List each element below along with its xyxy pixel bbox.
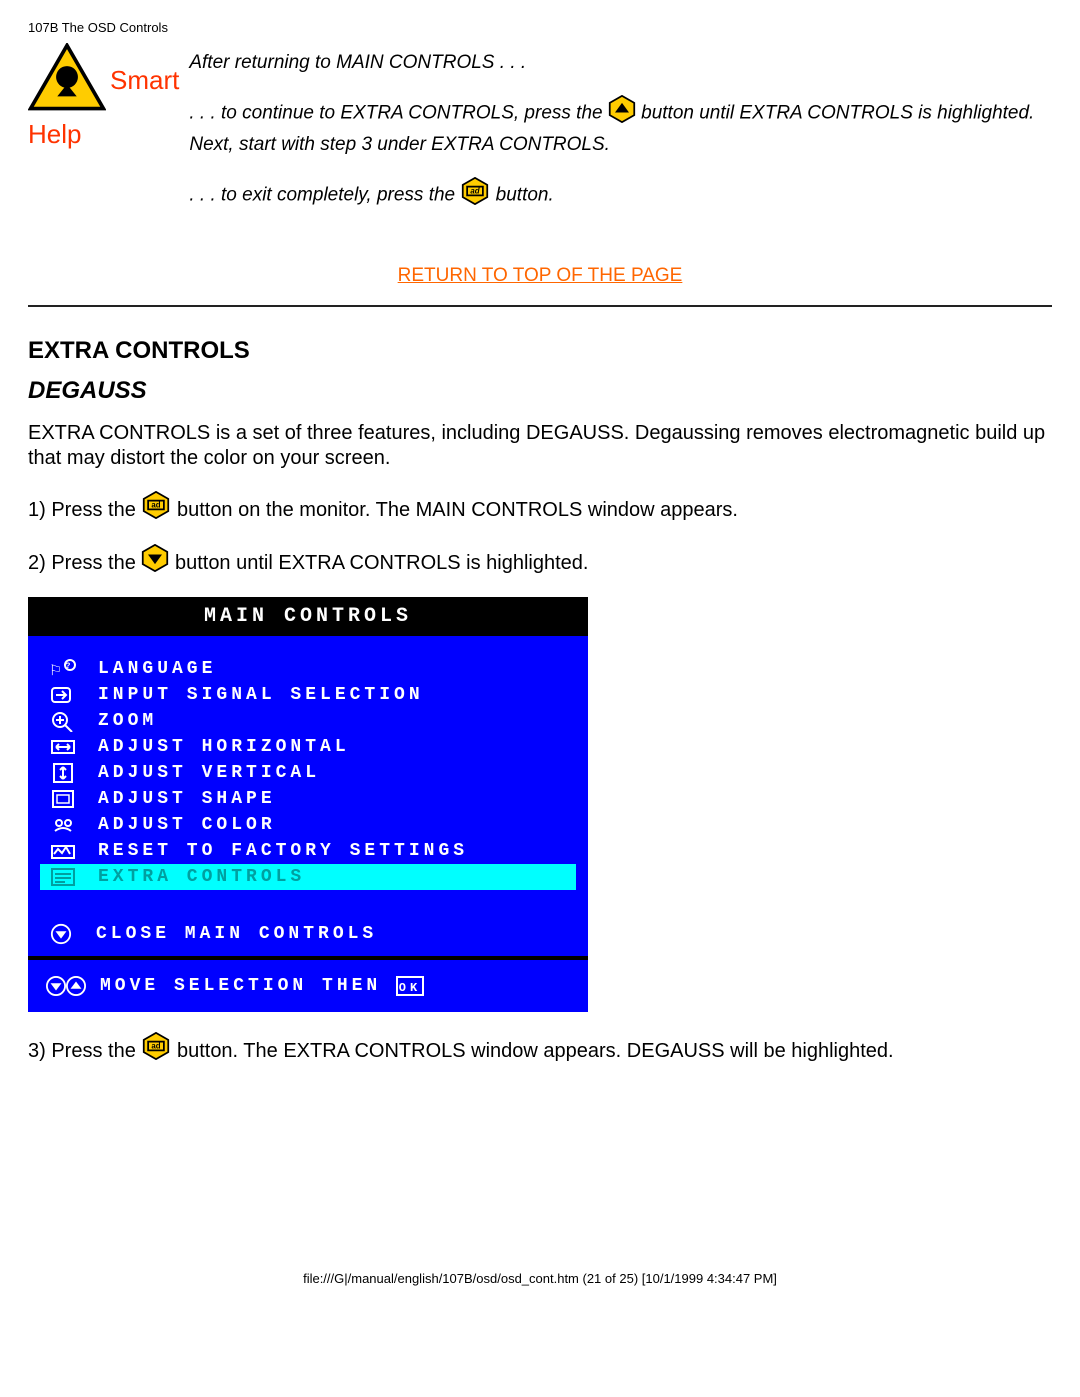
up-arrow-icon xyxy=(608,95,636,132)
osd-close-row: CLOSE MAIN CONTROLS xyxy=(28,898,588,956)
ok-button-icon xyxy=(141,1032,171,1071)
osd-item-label: RESET TO FACTORY SETTINGS xyxy=(98,841,468,861)
osd-item-label: INPUT SIGNAL SELECTION xyxy=(98,685,424,705)
header-path: 107B The OSD Controls xyxy=(28,20,1052,35)
ok-outline-icon: OK xyxy=(395,974,425,998)
footer-path: file:///G|/manual/english/107B/osd/osd_c… xyxy=(28,1271,1052,1286)
smart-help-text: After returning to MAIN CONTROLS . . . .… xyxy=(189,43,1052,213)
osd-item-label: ZOOM xyxy=(98,711,157,731)
osd-menu-item: ⚐? LANGUAGE xyxy=(40,656,576,682)
section-heading: EXTRA CONTROLS xyxy=(28,337,1052,365)
osd-close-label: CLOSE MAIN CONTROLS xyxy=(96,924,377,944)
osd-item-label: ADJUST HORIZONTAL xyxy=(98,737,350,757)
up-down-arrow-icon xyxy=(46,974,86,998)
osd-panel: MAIN CONTROLS ⚐? LANGUAGE INPUT SIGNAL SEL… xyxy=(28,597,588,1012)
svg-text:⚐: ⚐ xyxy=(50,661,65,680)
smart-help-block: Smart Help After returning to MAIN CONTR… xyxy=(28,43,1052,213)
osd-title: MAIN CONTROLS xyxy=(28,597,588,636)
intro-paragraph: EXTRA CONTROLS is a set of three feature… xyxy=(28,421,1052,471)
osd-menu-item: ADJUST COLOR xyxy=(40,812,576,838)
osd-item-icon xyxy=(48,709,78,733)
step-1: 1) Press the button on the monitor. The … xyxy=(28,491,1052,530)
return-top-link[interactable]: RETURN TO TOP OF THE PAGE xyxy=(28,265,1052,287)
down-arrow-icon xyxy=(46,922,76,946)
ok-button-icon xyxy=(141,491,171,530)
svg-text:?: ? xyxy=(66,662,75,671)
osd-item-icon xyxy=(48,839,78,863)
osd-item-label: EXTRA CONTROLS xyxy=(98,867,305,887)
ok-button-icon xyxy=(460,177,490,214)
osd-item-label: ADJUST SHAPE xyxy=(98,789,276,809)
smart-label: Smart xyxy=(110,65,179,96)
help-label: Help xyxy=(28,119,81,150)
step-3: 3) Press the button. The EXTRA CONTROLS … xyxy=(28,1032,1052,1071)
osd-menu-item: ADJUST VERTICAL xyxy=(40,760,576,786)
osd-menu-item: EXTRA CONTROLS xyxy=(40,864,576,890)
osd-item-icon xyxy=(48,735,78,759)
sub-heading: DEGAUSS xyxy=(28,377,1052,405)
osd-item-icon xyxy=(48,787,78,811)
osd-item-label: ADJUST COLOR xyxy=(98,815,276,835)
step-2: 2) Press the button until EXTRA CONTROLS… xyxy=(28,544,1052,583)
osd-footer: MOVE SELECTION THEN OK xyxy=(28,956,588,1012)
osd-menu-item: INPUT SIGNAL SELECTION xyxy=(40,682,576,708)
osd-item-icon xyxy=(48,865,78,889)
osd-item-icon xyxy=(48,761,78,785)
down-arrow-icon xyxy=(141,544,169,583)
osd-menu-item: ADJUST HORIZONTAL xyxy=(40,734,576,760)
osd-item-icon xyxy=(48,683,78,707)
osd-item-label: LANGUAGE xyxy=(98,659,216,679)
divider xyxy=(28,305,1052,307)
osd-item-label: ADJUST VERTICAL xyxy=(98,763,320,783)
osd-footer-text: MOVE SELECTION THEN xyxy=(100,976,381,996)
osd-menu-item: RESET TO FACTORY SETTINGS xyxy=(40,838,576,864)
osd-menu-item: ZOOM xyxy=(40,708,576,734)
osd-item-icon xyxy=(48,813,78,837)
osd-item-icon: ⚐? xyxy=(48,657,78,681)
warning-icon xyxy=(28,43,106,117)
svg-text:OK: OK xyxy=(399,981,421,995)
osd-menu-item: ADJUST SHAPE xyxy=(40,786,576,812)
